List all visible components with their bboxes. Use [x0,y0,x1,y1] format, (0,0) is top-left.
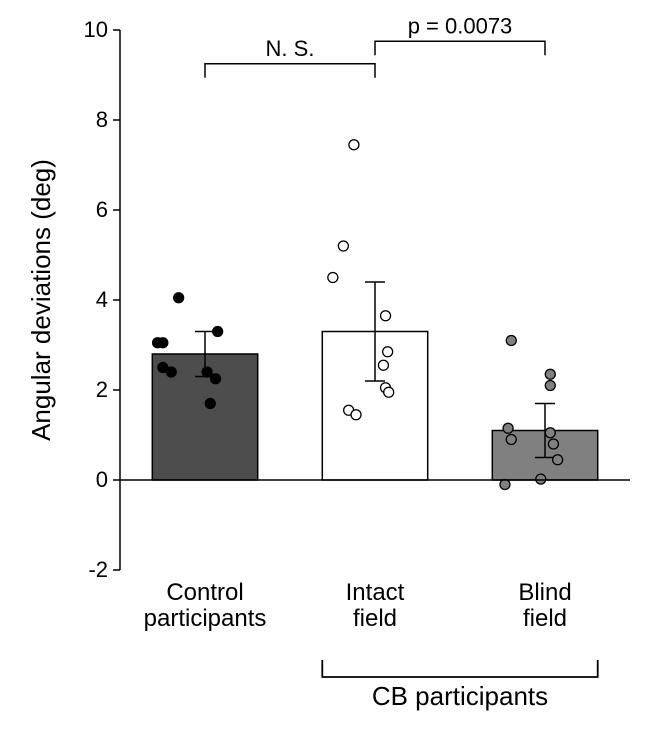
scatter-point [536,474,546,484]
category-label: Blind [518,579,571,606]
scatter-point [213,327,223,337]
bar-chart: -2 0 2 4 6 8 10 Angular deviations (deg) Control… [0,0,662,739]
category-label: Control [166,579,243,606]
y-tick-label: 8 [96,107,108,132]
scatter-point [205,399,215,409]
scatter-point [548,439,558,449]
scatter-point [349,140,359,150]
y-tick-label: 10 [84,17,108,42]
scatter-point [503,423,513,433]
y-axis-title: Angular deviations (deg) [26,159,56,441]
category-label: participants [144,605,267,632]
category-label: field [523,605,567,632]
scatter-point [384,387,394,397]
scatter-point [328,273,338,283]
scatter-point [545,428,555,438]
scatter-point [545,381,555,391]
scatter-point [351,410,361,420]
scatter-point [378,360,388,370]
comparison-label: p = 0.0073 [408,13,513,38]
y-tick-label: -2 [88,557,108,582]
scatter-point [166,367,176,377]
scatter-point [211,374,221,384]
scatter-point [383,347,393,357]
scatter-point [545,369,555,379]
scatter-point [506,336,516,346]
scatter-point [553,455,563,465]
scatter-point [202,367,212,377]
y-tick-label: 0 [96,467,108,492]
group-label: CB participants [372,681,548,711]
scatter-point [174,293,184,303]
y-tick-label: 6 [96,197,108,222]
scatter-point [381,311,391,321]
scatter-point [500,480,510,490]
y-tick-label: 4 [96,287,108,312]
scatter-point [153,338,163,348]
chart-container: -2 0 2 4 6 8 10 Angular deviations (deg) Control… [0,0,662,739]
category-label: field [353,605,397,632]
comparison-label: N. S. [266,36,315,61]
scatter-point [506,435,516,445]
category-label: Intact [346,579,405,606]
scatter-point [338,241,348,251]
y-tick-label: 2 [96,377,108,402]
